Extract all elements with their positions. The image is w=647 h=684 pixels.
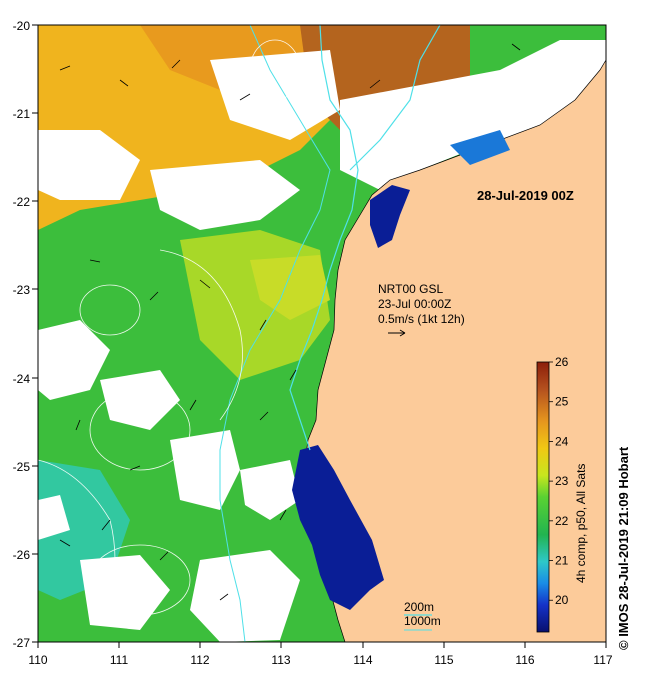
lat-tick-25: -25 [13,460,31,474]
sst-colorbar: 20 21 22 23 24 25 26 4h comp, p50, All Sats [536,355,588,633]
isobath-200m-north [349,25,441,171]
lon-tick-116: 116 [515,653,534,667]
cloud-mask [38,40,606,642]
lat-tick-22: -22 [13,195,31,209]
lon-tick-115: 115 [434,653,453,667]
colorbar-tick-22: 22 [555,514,569,528]
lon-tick-110: 110 [28,653,47,667]
colorbar-tick-23: 23 [555,474,569,488]
lat-tick-27: -27 [13,636,31,650]
lon-tick-111: 111 [110,653,129,667]
lon-tick-113: 113 [271,653,290,667]
imos-credit: © IMOS 28-Jul-2019 21:09 Hobart [616,446,631,650]
depth-legend-200m: 200m [404,600,434,614]
colorbar-tick-26: 26 [555,355,569,369]
current-vectors [59,43,521,601]
depth-legend-1000m: 1000m [404,614,441,628]
isobath-1000m [219,25,331,642]
lon-tick-114: 114 [353,653,372,667]
lat-tick-20: -20 [13,19,31,33]
colorbar-tick-24: 24 [555,434,569,448]
colorbar-label: 4h comp, p50, All Sats [574,464,588,583]
current-legend-line3: 0.5m/s (1kt 12h) [378,312,465,326]
map-frame [37,24,607,643]
depth-legend: 200m 1000m [404,600,441,631]
current-legend-line1: NRT00 GSL [378,282,443,296]
colorbar-tick-20: 20 [555,593,569,607]
shark-bay [292,445,384,610]
current-legend: NRT00 GSL 23-Jul 00:00Z 0.5m/s (1kt 12h) [378,282,465,337]
map-title: 28-Jul-2019 00Z [477,188,574,203]
lon-tick-112: 112 [190,653,209,667]
map-plot-area [38,25,606,642]
lon-axis [37,642,607,648]
colorbar-tick-21: 21 [555,554,569,568]
isobath-200m [289,25,359,451]
current-scale-arrowhead [399,329,406,337]
exmouth-gulf [370,185,410,248]
colorbar-ticks: 20 21 22 23 24 25 26 [549,355,569,607]
lat-tick-26: -26 [13,548,31,562]
lat-axis [32,24,38,643]
lat-tick-24: -24 [13,372,31,386]
mild-sst-zone-2 [250,255,330,320]
north-cool-patch [450,130,510,165]
colorbar-gradient [536,361,550,633]
lat-tick-23: -23 [13,283,31,297]
colorbar-tick-25: 25 [555,395,569,409]
current-legend-line2: 23-Jul 00:00Z [378,297,451,311]
lon-tick-117: 117 [593,653,612,667]
lat-tick-21: -21 [13,107,31,121]
